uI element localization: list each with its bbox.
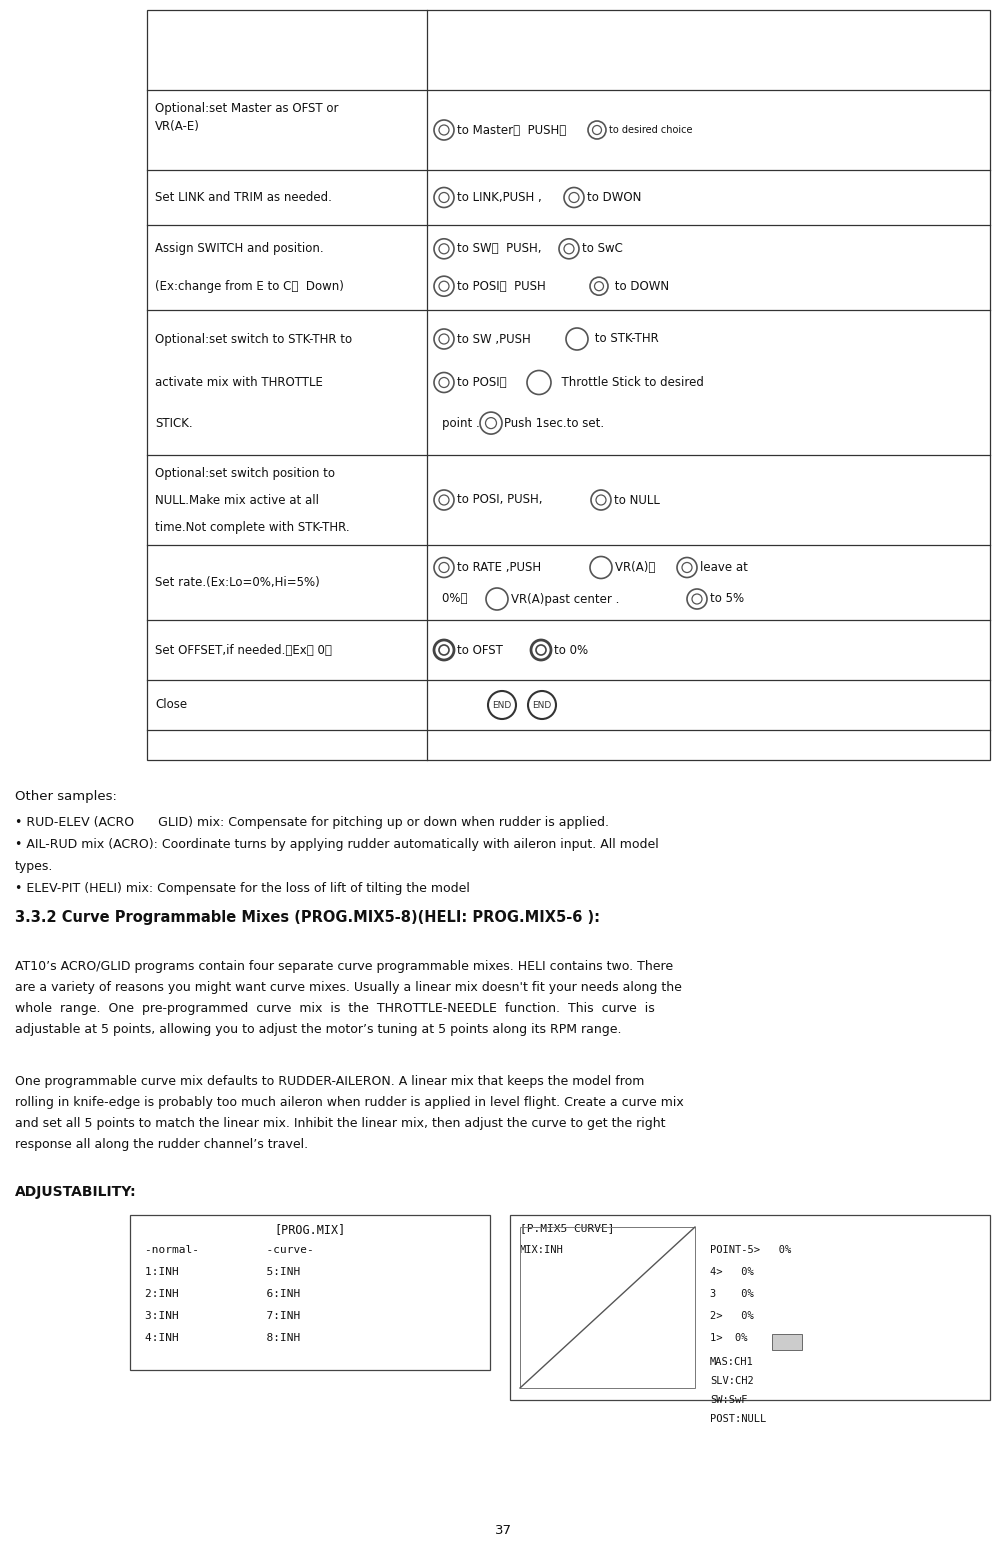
Text: 3    0%: 3 0% xyxy=(710,1288,753,1299)
Text: 4:INH             8:INH: 4:INH 8:INH xyxy=(145,1333,300,1343)
Text: • RUD-ELEV (ACRO      GLID) mix: Compensate for pitching up or down when rudder : • RUD-ELEV (ACRO GLID) mix: Compensate f… xyxy=(15,816,609,828)
Text: [PROG.MIX]: [PROG.MIX] xyxy=(275,1223,346,1235)
Text: to POSI，  PUSH: to POSI， PUSH xyxy=(457,280,553,292)
Text: Assign SWITCH and position.: Assign SWITCH and position. xyxy=(155,242,324,255)
Text: MAS:CH1: MAS:CH1 xyxy=(710,1357,753,1368)
Text: Close: Close xyxy=(155,698,187,712)
Text: VR(A)past center .: VR(A)past center . xyxy=(511,592,627,606)
Text: to SW，  PUSH,: to SW， PUSH, xyxy=(457,242,541,255)
Text: Other samples:: Other samples: xyxy=(15,789,117,803)
Bar xyxy=(130,1215,490,1371)
Text: END: END xyxy=(532,701,551,710)
Text: to 0%: to 0% xyxy=(554,643,589,656)
Text: to SwC: to SwC xyxy=(582,242,623,255)
Text: to STK-THR: to STK-THR xyxy=(591,333,659,345)
Text: VR(A-E): VR(A-E) xyxy=(155,120,200,134)
Text: to POSI，: to POSI， xyxy=(457,376,514,388)
Text: Push 1sec.to set.: Push 1sec.to set. xyxy=(504,416,605,429)
Text: END: END xyxy=(492,701,512,710)
Text: time.Not complete with STK-THR.: time.Not complete with STK-THR. xyxy=(155,521,350,533)
Text: STICK.: STICK. xyxy=(155,416,192,429)
Bar xyxy=(772,1333,802,1350)
Text: • ELEV-PIT (HELI) mix: Compensate for the loss of lift of tilting the model: • ELEV-PIT (HELI) mix: Compensate for th… xyxy=(15,883,470,895)
Text: Set rate.(Ex:Lo=0%,Hi=5%): Set rate.(Ex:Lo=0%,Hi=5%) xyxy=(155,577,320,589)
Text: Optional:set Master as OFST or: Optional:set Master as OFST or xyxy=(155,103,338,115)
Text: 37: 37 xyxy=(495,1523,511,1537)
Text: ADJUSTABILITY:: ADJUSTABILITY: xyxy=(15,1186,137,1200)
Text: -normal-          -curve-: -normal- -curve- xyxy=(145,1245,314,1256)
Text: SLV:CH2: SLV:CH2 xyxy=(710,1375,753,1386)
Text: to NULL: to NULL xyxy=(614,494,660,507)
Text: response all along the rudder channel’s travel.: response all along the rudder channel’s … xyxy=(15,1138,308,1152)
Text: (Ex:change from E to C，  Down): (Ex:change from E to C， Down) xyxy=(155,280,344,292)
Text: 3:INH             7:INH: 3:INH 7:INH xyxy=(145,1312,300,1321)
Text: to LINK,PUSH ,: to LINK,PUSH , xyxy=(457,191,542,204)
Text: types.: types. xyxy=(15,859,53,873)
Text: Optional:set switch to STK-THR to: Optional:set switch to STK-THR to xyxy=(155,333,352,345)
Text: to OFST: to OFST xyxy=(457,643,510,656)
Text: to Master，  PUSH，: to Master， PUSH， xyxy=(457,123,573,137)
Text: to desired choice: to desired choice xyxy=(609,124,692,135)
Bar xyxy=(510,1215,990,1400)
Text: 1:INH             5:INH: 1:INH 5:INH xyxy=(145,1267,300,1277)
Text: VR(A)，: VR(A)， xyxy=(615,561,663,573)
Text: 4>   0%: 4> 0% xyxy=(710,1267,753,1277)
Text: Optional:set switch position to: Optional:set switch position to xyxy=(155,466,335,480)
Text: One programmable curve mix defaults to RUDDER-AILERON. A linear mix that keeps t: One programmable curve mix defaults to R… xyxy=(15,1075,645,1088)
Text: rolling in knife-edge is probably too much aileron when rudder is applied in lev: rolling in knife-edge is probably too mu… xyxy=(15,1096,684,1110)
Text: are a variety of reasons you might want curve mixes. Usually a linear mix doesn': are a variety of reasons you might want … xyxy=(15,981,682,995)
Bar xyxy=(147,9,990,760)
Text: 2>   0%: 2> 0% xyxy=(710,1312,753,1321)
Text: SW:SwF: SW:SwF xyxy=(710,1395,747,1405)
Bar xyxy=(520,1228,695,1388)
Text: to SW ,PUSH: to SW ,PUSH xyxy=(457,333,538,345)
Text: MIX:INH: MIX:INH xyxy=(520,1245,563,1256)
Text: 1>  0%: 1> 0% xyxy=(710,1333,747,1343)
Text: adjustable at 5 points, allowing you to adjust the motor’s tuning at 5 points al: adjustable at 5 points, allowing you to … xyxy=(15,1023,622,1037)
Text: Throttle Stick to desired: Throttle Stick to desired xyxy=(554,376,704,388)
Text: POINT-5>   0%: POINT-5> 0% xyxy=(710,1245,792,1256)
Text: leave at: leave at xyxy=(700,561,747,573)
Text: 0%，: 0%， xyxy=(442,592,475,606)
Text: point .: point . xyxy=(442,416,480,429)
Text: [P.MIX5 CURVE]: [P.MIX5 CURVE] xyxy=(520,1223,615,1232)
Text: to POSI, PUSH,: to POSI, PUSH, xyxy=(457,494,542,507)
Text: 2:INH             6:INH: 2:INH 6:INH xyxy=(145,1288,300,1299)
Text: NULL.Make mix active at all: NULL.Make mix active at all xyxy=(155,494,319,507)
Text: Set OFFSET,if needed.（Ex： 0）: Set OFFSET,if needed.（Ex： 0） xyxy=(155,643,332,656)
Text: 3.3.2 Curve Programmable Mixes (PROG.MIX5-8)(HELI: PROG.MIX5-6 ):: 3.3.2 Curve Programmable Mixes (PROG.MIX… xyxy=(15,911,600,925)
Text: whole  range.  One  pre-programmed  curve  mix  is  the  THROTTLE-NEEDLE  functi: whole range. One pre-programmed curve mi… xyxy=(15,1002,655,1015)
Text: to DOWN: to DOWN xyxy=(611,280,669,292)
Text: Set LINK and TRIM as needed.: Set LINK and TRIM as needed. xyxy=(155,191,332,204)
Text: to RATE ,PUSH: to RATE ,PUSH xyxy=(457,561,548,573)
Text: • AIL-RUD mix (ACRO): Coordinate turns by applying rudder automatically with ail: • AIL-RUD mix (ACRO): Coordinate turns b… xyxy=(15,838,659,852)
Text: POST:NULL: POST:NULL xyxy=(710,1414,767,1423)
Text: and set all 5 points to match the linear mix. Inhibit the linear mix, then adjus: and set all 5 points to match the linear… xyxy=(15,1117,666,1130)
Text: AT10’s ACRO/GLID programs contain four separate curve programmable mixes. HELI c: AT10’s ACRO/GLID programs contain four s… xyxy=(15,960,673,973)
Text: activate mix with THROTTLE: activate mix with THROTTLE xyxy=(155,376,323,388)
Text: to DWON: to DWON xyxy=(586,191,642,204)
Text: to 5%: to 5% xyxy=(710,592,744,606)
